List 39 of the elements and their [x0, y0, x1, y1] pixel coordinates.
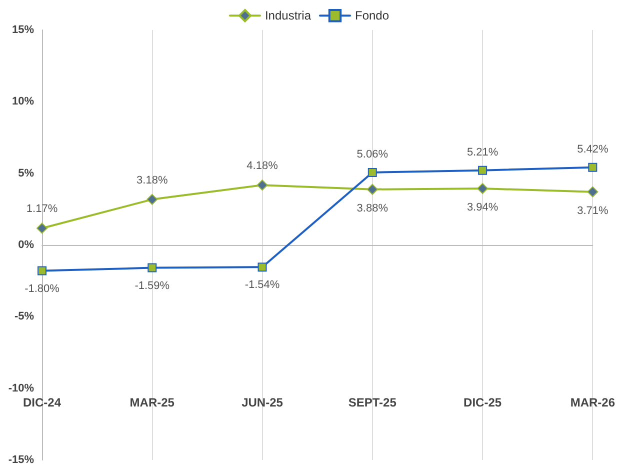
x-tick-label: MAR-26 [570, 395, 616, 410]
y-tick-label: -10% [8, 382, 34, 394]
point [477, 183, 488, 194]
data-label: 5.06% [356, 148, 388, 160]
data-label: -1.59% [134, 280, 170, 292]
x-tick-label: DIC-25 [464, 395, 502, 410]
point [148, 263, 157, 272]
x-tick-label: DIC-24 [22, 395, 62, 410]
y-tick-label: 0% [18, 239, 34, 251]
data-label: -1.54% [244, 279, 280, 292]
point [366, 184, 378, 195]
x-tick-label: JUN-25 [242, 395, 284, 410]
point [588, 162, 598, 172]
y-tick-label: 10% [12, 96, 34, 108]
point [36, 222, 48, 234]
point [587, 186, 598, 198]
y-tick-label: 5% [18, 167, 34, 180]
data-label: 3.71% [577, 204, 608, 217]
y-tick-label: -5% [14, 310, 34, 323]
point [478, 166, 488, 175]
point [146, 194, 158, 205]
x-tick-label: MAR-25 [130, 395, 175, 410]
data-label: 4.18% [246, 160, 278, 172]
data-label: 1.17% [26, 203, 58, 216]
data-label: 5.21% [466, 146, 498, 158]
point [256, 180, 268, 191]
data-label: 5.42% [577, 143, 608, 156]
data-label: 3.94% [466, 202, 498, 214]
data-label: 3.18% [136, 174, 168, 186]
data-label: 3.88% [356, 202, 388, 214]
point [368, 168, 377, 177]
point [38, 266, 46, 276]
x-tick-label: SEPT-25 [348, 395, 397, 410]
y-tick-label: -15% [8, 454, 34, 466]
y-tick-label: 15% [12, 24, 34, 36]
legend-label: Industria [264, 8, 312, 23]
point [258, 262, 267, 272]
legend-label: Fondo [355, 8, 390, 23]
data-label: -1.80% [24, 282, 60, 295]
